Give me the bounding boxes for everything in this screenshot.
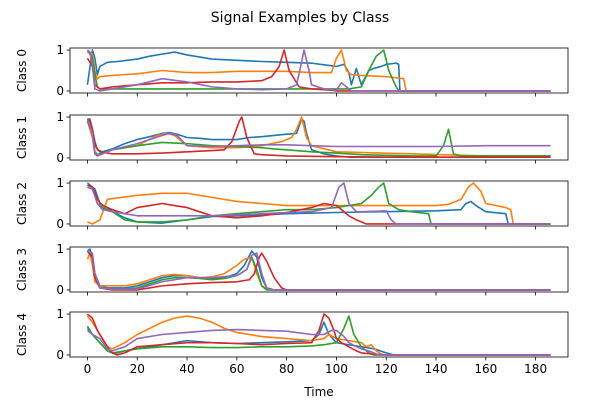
panel-4-series-line-1 [86,315,551,356]
xtick-label-0: 0 [84,362,92,376]
panel-3-ylabel: Class 3 [15,248,29,291]
panel-2-series-line-1 [87,182,551,225]
panel-2-series-line-3 [87,184,551,225]
panel-0-ytick-label-0: 0 [56,84,64,98]
panel-4-frame [69,311,569,358]
panel-class-1: 0 1 Class 1 [15,110,569,165]
xtick-label-2: 40 [179,362,194,376]
xtick-label-8: 160 [474,362,497,376]
xtick-label-1: 20 [130,362,145,376]
panel-0-ytick-label-1: 1 [56,43,64,57]
panel-4-ytick-label-0: 0 [56,348,64,362]
panel-1-lines [86,116,551,158]
panel-2-ytick-label-1: 1 [56,176,64,190]
panel-1-ylabel: Class 1 [15,116,29,159]
xtick-label-3: 60 [229,362,244,376]
panel-0-ylabel: Class 0 [15,49,29,92]
xtick-label-5: 100 [325,362,348,376]
panel-0-series-line-4 [86,49,551,92]
panel-3-series-line-4 [87,250,551,291]
panel-4-ytick-label-1: 1 [56,307,64,321]
chart-panels: 0 1 Class 0 0 1 Class 1 0 1 Class 2 0 1 Class 3 0 1 0 2… [15,43,569,376]
xtick-label-9: 180 [524,362,547,376]
panel-0-frame [69,47,569,94]
panel-2-lines [86,182,551,225]
panel-2-frame [69,180,569,227]
xtick-label-7: 140 [425,362,448,376]
panel-4-series-line-4 [86,328,551,356]
panel-1-frame [69,114,569,161]
panel-1-ytick-label-0: 0 [56,151,64,165]
panel-0-series-line-0 [86,49,551,92]
xtick-label-4: 80 [279,362,294,376]
panel-1-series-line-3 [86,116,551,158]
panel-1-series-line-4 [86,118,551,157]
xtick-label-6: 120 [375,362,398,376]
panel-class-2: 0 1 Class 2 [15,176,569,231]
panel-class-3: 0 1 Class 3 [15,242,569,297]
panel-3-ytick-label-0: 0 [56,283,64,297]
panel-3-ytick-label-1: 1 [56,242,64,256]
panel-3-lines [86,248,551,291]
chart-title: Signal Examples by Class [211,10,389,26]
panel-2-series-line-2 [87,182,551,225]
panel-0-series-line-3 [86,49,551,92]
panel-0-series-line-1 [87,49,551,92]
panel-4-lines [86,313,551,356]
panel-1-series-line-2 [86,120,551,157]
x-axis-label: Time [303,385,333,399]
panel-2-ytick-label-0: 0 [56,217,64,231]
panel-2-series-line-0 [86,182,551,225]
panel-3-series-line-1 [86,252,551,291]
panel-class-0: 0 1 Class 0 [15,43,569,98]
panel-4-ylabel: Class 4 [15,313,29,356]
panel-2-series-line-4 [87,182,551,225]
panel-3-frame [69,246,569,293]
panel-1-ytick-label-1: 1 [56,110,64,124]
panel-4-series-line-0 [86,321,551,356]
panel-4-series-line-2 [86,315,551,356]
panel-0-lines [86,49,551,92]
panel-2-ylabel: Class 2 [15,182,29,225]
